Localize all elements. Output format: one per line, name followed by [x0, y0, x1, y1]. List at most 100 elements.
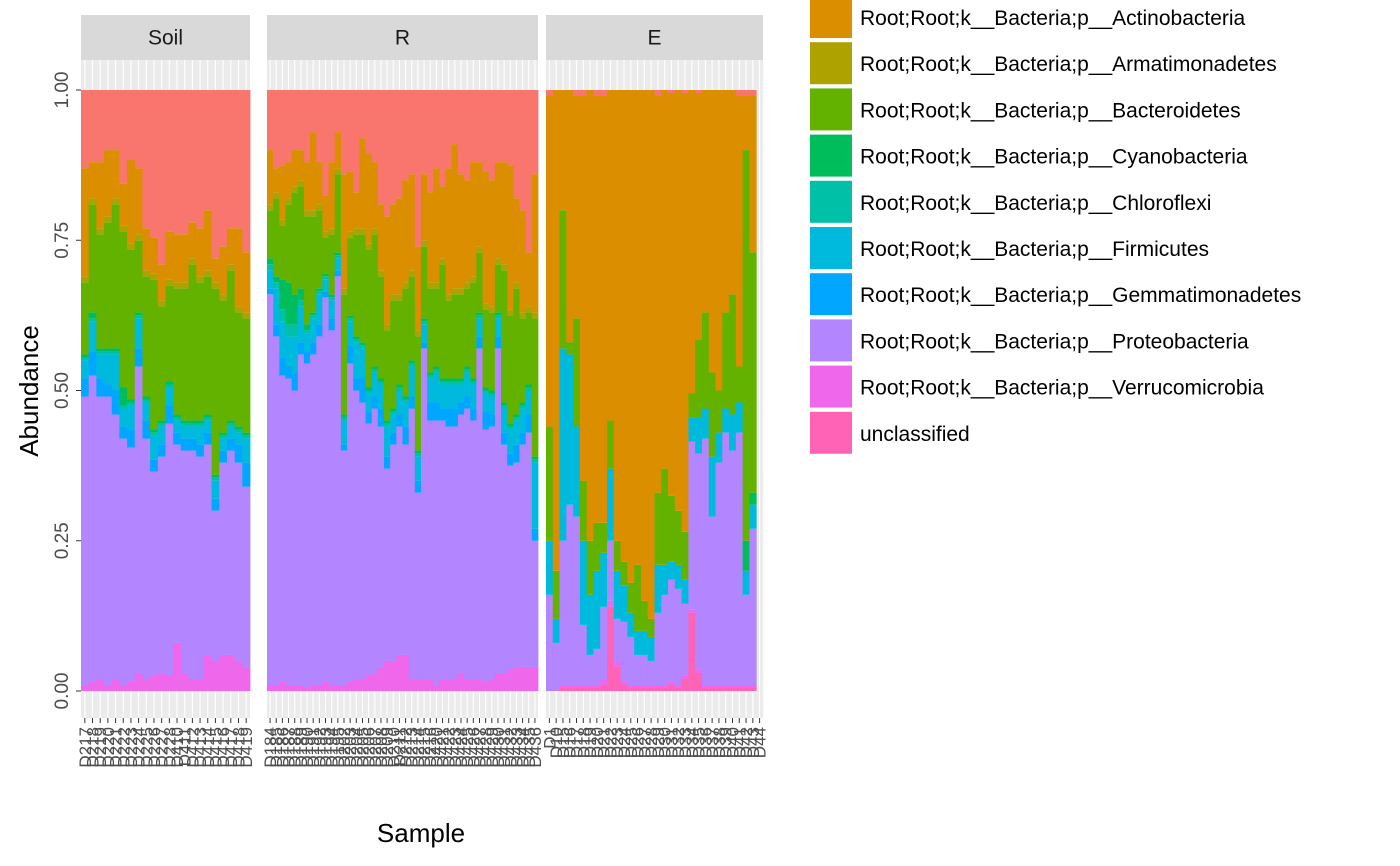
bar-segment-chloroflexi [211, 477, 220, 481]
sample-label: D429 [483, 727, 502, 768]
bar-segment-firmicutes [531, 462, 539, 529]
bar-segment-armatimonadetes [377, 270, 385, 277]
bar-segment-chloroflexi [488, 393, 496, 397]
bar-segment-cyanobacteria [328, 294, 336, 298]
bar-segment-verrucomicrobia [328, 684, 336, 691]
bar-segment-verrucomicrobia [586, 684, 594, 688]
bar-segment-firmicutes [371, 372, 379, 397]
bar-segment-chloroflexi [525, 387, 533, 391]
bar-segment-verrucomicrobia [219, 654, 228, 691]
bar-segment-cyanobacteria [371, 366, 379, 370]
bar-segment-bacteroidetes [451, 294, 459, 379]
bar-segment-verrucomicrobia [371, 672, 379, 691]
sample-label: D1 [540, 727, 559, 749]
sample-label: D427 [470, 727, 489, 768]
bar-segment-firmicutes [104, 354, 113, 385]
bar-segment-unclassified [715, 688, 723, 691]
bar-segment-bacteroidetes [613, 540, 621, 571]
bar-segment-other [377, 90, 385, 205]
bar-segment-chloroflexi [96, 351, 105, 355]
bar-segment-bacteroidetes [322, 237, 329, 274]
bar-segment-proteobacteria [546, 594, 554, 691]
bar-segment-cyanobacteria [104, 348, 113, 352]
bar-segment-verrucomicrobia [142, 678, 151, 691]
bar-segment-verrucomicrobia [451, 678, 459, 691]
bar-segment-actinobacteria [531, 174, 539, 313]
bar-segment-bacteroidetes [627, 582, 635, 613]
bar-segment-firmicutes [445, 384, 453, 409]
legend-item-gemmatimonadetes: Root;Root;k__Bacteria;p__Gemmatimonadete… [810, 273, 1301, 316]
legend-item-unclassified: unclassified [810, 411, 970, 454]
bar-segment-cyanobacteria [226, 420, 236, 424]
bar-segment-armatimonadetes [322, 231, 329, 238]
bar-segment-proteobacteria [328, 330, 336, 685]
bar-segment-proteobacteria [634, 654, 642, 685]
bar-segment-verrucomicrobia [347, 681, 354, 691]
bar-segment-verrucomicrobia [427, 678, 434, 691]
sample-label: D190 [298, 727, 317, 768]
bar-segment-bacteroidetes [340, 294, 348, 415]
bar-segment-actinobacteria [607, 90, 615, 421]
bar-segment-proteobacteria [322, 297, 329, 682]
bar-segment-cyanobacteria [316, 288, 323, 292]
sample-label: D187 [280, 727, 299, 768]
bar-segment-firmicutes [729, 414, 737, 451]
bar-segment-armatimonadetes [371, 228, 379, 235]
bar-segment-gemmatimonadetes [273, 324, 280, 337]
bar-segment-bacteroidetes [501, 270, 508, 403]
bar-segment-unclassified [634, 688, 642, 691]
bar-segment-gemmatimonadetes [507, 453, 514, 466]
y-axis-title: Abundance [14, 325, 44, 457]
bar-segment-armatimonadetes [142, 270, 151, 277]
bar-segment-actinobacteria [701, 90, 710, 313]
bar-segment-actinobacteria [353, 192, 360, 229]
bar-segment-bacteroidetes [457, 294, 465, 379]
bar-segment-actinobacteria [188, 222, 197, 259]
bar-segment-other [681, 90, 689, 93]
bar-segment-actinobacteria [708, 90, 716, 373]
sample-label: D28 [642, 727, 661, 758]
bar-segment-bacteroidetes [310, 216, 317, 313]
bar-segment-other [96, 90, 105, 163]
bar-segment-firmicutes [322, 279, 329, 292]
bar-segment-actinobacteria [371, 162, 379, 229]
bar-segment-firmicutes [353, 342, 360, 379]
sample-label: D416 [214, 727, 233, 768]
bar-segment-actinobacteria [482, 171, 490, 304]
legend-item-bacteroidetes: Root;Root;k__Bacteria;p__Bacteroidetes [810, 88, 1241, 131]
bar-segment-proteobacteria [165, 423, 174, 676]
legend-swatch [810, 134, 852, 177]
bar-segment-armatimonadetes [157, 300, 166, 307]
bar-segment-actinobacteria [627, 90, 635, 583]
bar-segment-verrucomicrobia [390, 660, 397, 691]
bar-segment-bacteroidetes [402, 288, 410, 397]
bar-segment-armatimonadetes [226, 264, 236, 271]
bar-segment-cyanobacteria [531, 456, 539, 460]
y-tick-label: 0.75 [52, 222, 73, 259]
bar-segment-actinobacteria [715, 90, 723, 391]
bar-segment-bacteroidetes [365, 249, 373, 388]
bar-segment-armatimonadetes [488, 306, 496, 313]
bar-segment-bacteroidetes [285, 204, 293, 283]
bar-segment-unclassified [566, 688, 574, 691]
bar-segment-gemmatimonadetes [119, 426, 128, 439]
bar-segment-verrucomicrobia [267, 684, 274, 691]
sample-label: D39 [717, 727, 736, 758]
bar-segment-proteobacteria [420, 348, 428, 679]
bar-segment-unclassified [695, 672, 703, 691]
bar-segment-actinobacteria [586, 90, 594, 541]
bar-segment-proteobacteria [303, 363, 311, 688]
bar-segment-firmicutes [111, 354, 120, 391]
sample-label: D29 [649, 727, 668, 758]
bar-segment-proteobacteria [150, 471, 159, 676]
bar-segment-other [445, 90, 453, 169]
bar-segment-gemmatimonadetes [390, 432, 397, 445]
bar-segment-cyanobacteria [476, 312, 483, 316]
bar-segment-firmicutes [188, 426, 197, 439]
bar-segment-actinobacteria [219, 246, 228, 295]
bar-segment-bacteroidetes [111, 204, 120, 349]
bar-segment-cyanobacteria [353, 336, 360, 340]
bar-segment-bacteroidetes [173, 288, 182, 415]
sample-label: D42 [737, 727, 756, 758]
bar-segment-firmicutes [546, 540, 554, 595]
